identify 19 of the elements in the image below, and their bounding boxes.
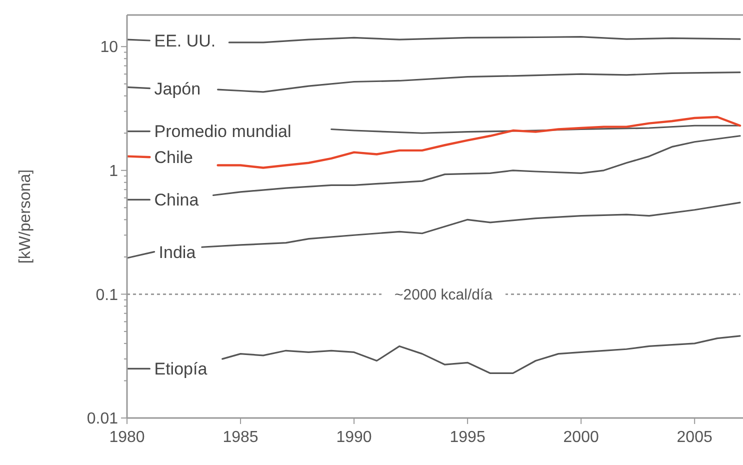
x-tick-label: 1980: [109, 429, 145, 446]
y-tick-label: 0.1: [96, 286, 118, 304]
x-tick-label: 2005: [676, 429, 712, 446]
series-label: Chile: [154, 148, 193, 168]
series-label: EE. UU.: [154, 31, 216, 50]
series-label: India: [158, 242, 196, 262]
x-tick-label: 1985: [222, 429, 258, 446]
series-label: Promedio mundial: [154, 122, 292, 142]
y-tick-label: 10: [100, 39, 118, 56]
y-tick-label: 1: [109, 163, 118, 180]
y-tick-label: 0.01: [86, 410, 118, 428]
series-label: Japón: [154, 79, 201, 98]
ref-line-label: ~2000 kcal/día: [394, 286, 494, 304]
series-label: Etiopía: [154, 360, 208, 379]
x-tick-label: 1990: [336, 429, 372, 446]
series-label: China: [154, 190, 200, 210]
y-axis-title: [kW/persona]: [17, 169, 34, 264]
x-tick-label: 2000: [563, 429, 599, 446]
x-tick-label: 1995: [450, 429, 486, 446]
